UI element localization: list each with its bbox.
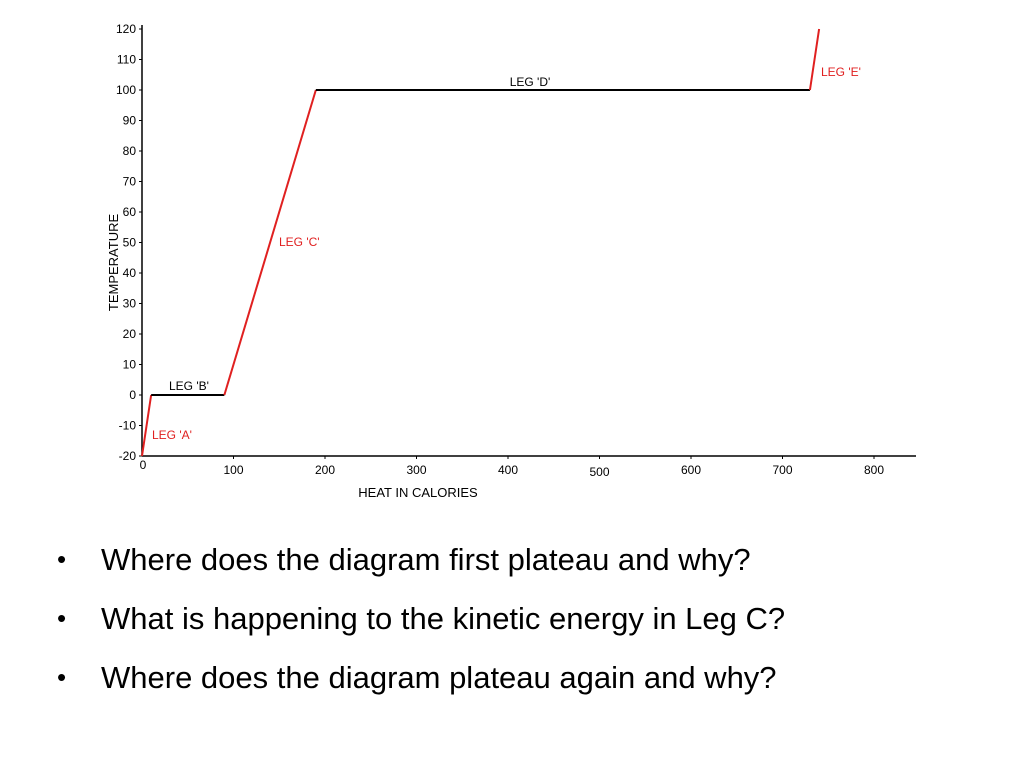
y-tick-label: 30 [123,297,137,311]
heating-curve-chart: -20 -10 0 10 20 30 40 50 60 70 80 90 100 110 120 0 100 20… [106,22,916,500]
question-list: • Where does the diagram first plateau an… [55,530,785,707]
segment-label: LEG 'A' [152,428,192,442]
segment-label: LEG 'D' [510,75,551,89]
segment-line [223,89,317,396]
segment-label: LEG 'E' [821,65,861,79]
question-text: Where does the diagram plateau again and… [101,660,777,695]
y-tick-label: 100 [116,83,136,97]
question-item: • Where does the diagram plateau again an… [55,648,785,707]
y-tick-label: -10 [119,419,137,433]
bullet-icon: • [57,544,67,574]
y-tick-label: 20 [123,327,137,341]
y-tick-label: 120 [116,22,136,36]
y-tick-label: 90 [123,114,137,128]
y-tick-label: 0 [129,388,136,402]
x-axis-title: HEAT IN CALORIES [358,485,478,500]
question-text: What is happening to the kinetic energy … [101,601,786,636]
y-tick-label: 10 [123,358,137,372]
y-tick-label: 80 [123,144,137,158]
x-tick-label: 600 [681,463,701,477]
y-axis-title: TEMPERATURE [106,214,121,312]
bullet-icon: • [57,603,67,633]
y-tick-label: 110 [117,53,136,67]
y-tick-label: -20 [119,449,137,463]
segment-label: LEG 'C' [279,235,320,249]
bullet-icon: • [57,662,67,692]
x-tick-label: 500 [589,465,609,479]
y-tick-label: 70 [123,175,137,189]
y-tick-label: 60 [123,205,137,219]
x-tick-label: 400 [498,463,518,477]
x-tick-label: 300 [406,463,426,477]
segment-label: LEG 'B' [169,379,209,393]
segment-line [808,28,821,91]
x-tick-label: 200 [315,463,335,477]
y-tick-label: 50 [123,236,137,250]
question-item: • Where does the diagram first plateau an… [55,530,785,589]
segment-line [141,394,153,457]
x-tick-label: 800 [864,463,884,477]
question-item: • What is happening to the kinetic energy… [55,589,785,648]
question-text: Where does the diagram first plateau and… [101,542,751,577]
x-tick-label: 700 [772,463,792,477]
x-tick-label: 0 [140,458,147,472]
y-tick-label: 40 [123,266,137,280]
x-tick-label: 100 [223,463,243,477]
